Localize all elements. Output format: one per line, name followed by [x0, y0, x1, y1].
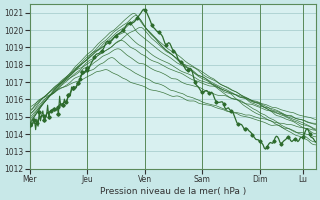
X-axis label: Pression niveau de la mer( hPa ): Pression niveau de la mer( hPa )	[100, 187, 246, 196]
